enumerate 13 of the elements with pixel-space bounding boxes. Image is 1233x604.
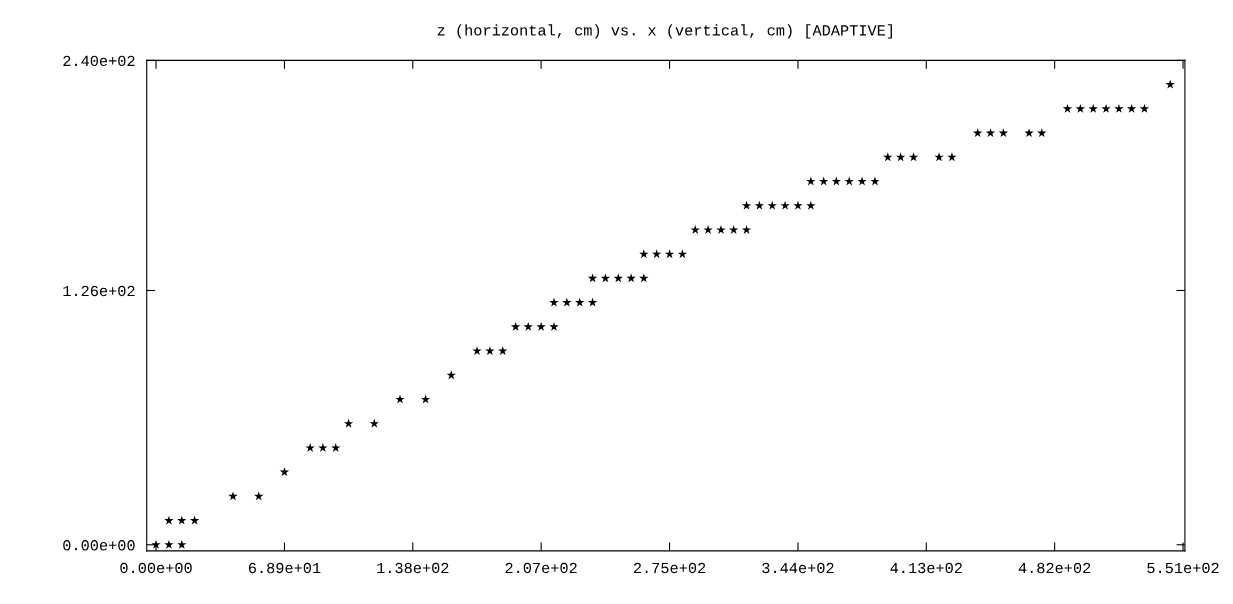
y-tick-label: 1.26e+02 (63, 285, 135, 297)
x-tick-label: 3.44e+02 (762, 562, 834, 574)
x-tick-label: 2.07e+02 (505, 562, 577, 574)
y-tick-label: 2.40e+02 (63, 55, 135, 67)
chart-title: z (horizontal, cm) vs. x (vertical, cm) [ADAPTIVE] (437, 24, 892, 39)
x-tick-label: 1.38e+02 (377, 562, 449, 574)
y-tick-label: 0.00e+00 (63, 540, 135, 551)
x-tick-label: 6.89e+01 (248, 562, 321, 574)
x-tick-label: 2.75e+02 (633, 562, 706, 574)
x-tick-label: 4.13e+02 (890, 562, 962, 574)
x-tick-label: 0.00e+00 (120, 562, 192, 574)
x-tick-label: 5.51e+02 (1147, 562, 1219, 574)
x-tick-label: 4.82e+02 (1018, 562, 1091, 574)
